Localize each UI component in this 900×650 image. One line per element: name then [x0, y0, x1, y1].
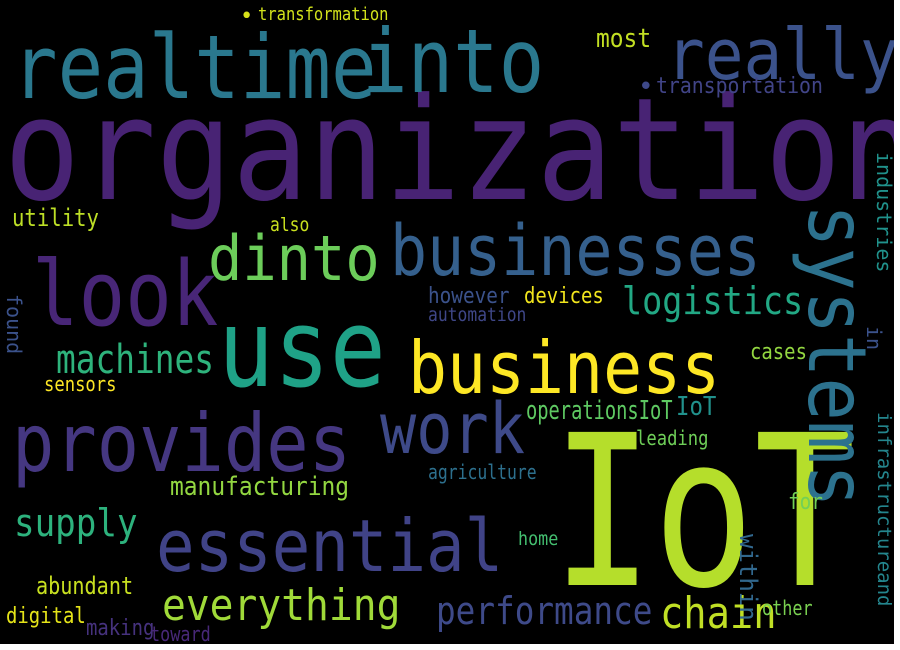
word-devices: devices [524, 284, 604, 309]
word-however: however [428, 284, 510, 309]
word-iot-large: IoT [552, 390, 856, 635]
word-other: other [762, 596, 813, 620]
word-for: for [788, 490, 823, 515]
word-industries: industries [872, 152, 896, 273]
word-performance: performance [436, 589, 653, 633]
word-realtime: realtime [12, 16, 377, 119]
word-found: found [2, 294, 26, 355]
word-manufacturing: manufacturing [170, 472, 350, 502]
word-really: really [666, 14, 899, 96]
word-machines: machines [56, 337, 214, 383]
word-also: also [270, 214, 310, 236]
word-within: within [734, 534, 762, 621]
word-operationsiot: operationsIoT [526, 396, 673, 426]
word-digital: digital [6, 604, 86, 629]
word-dot-1: • [240, 4, 254, 29]
word-transportation: transportation [656, 74, 823, 99]
word-businesses: businesses [390, 210, 761, 292]
word-look: look [32, 242, 219, 347]
word-provides: provides [12, 397, 352, 490]
word-abundant: abundant [36, 572, 134, 600]
word-most: most [596, 24, 652, 54]
right-border [894, 0, 900, 650]
word-in: in [862, 326, 886, 351]
word-utility: utility [12, 204, 99, 232]
word-infrastructureand: infrastructureand [873, 412, 895, 607]
word-dot-2: • [638, 72, 654, 102]
word-use: use [218, 287, 386, 412]
word-everything: everything [162, 580, 401, 631]
word-cases: cases [750, 340, 807, 365]
word-toward: toward [150, 622, 211, 646]
word-logistics: logistics [622, 279, 804, 323]
word-iot-small: IoT [676, 392, 717, 422]
word-making: making [86, 616, 155, 641]
word-agriculture: agriculture [428, 460, 537, 484]
word-work: work [380, 388, 525, 470]
word-automation: automation [428, 304, 527, 326]
word-transformation: transformation [258, 4, 389, 25]
word-supply: supply [14, 501, 138, 545]
bottom-border [0, 644, 900, 650]
word-dinto: dinto [208, 222, 380, 295]
word-organizations: organizations [4, 68, 900, 233]
word-essential: essential [156, 504, 504, 588]
word-home: home [518, 528, 559, 550]
word-chain: chain [660, 588, 777, 639]
word-business: business [408, 326, 721, 410]
word-into: into [362, 10, 545, 113]
word-sensors: sensors [44, 372, 117, 396]
word-systems: systems [790, 204, 883, 508]
word-leading: leading [636, 426, 709, 450]
